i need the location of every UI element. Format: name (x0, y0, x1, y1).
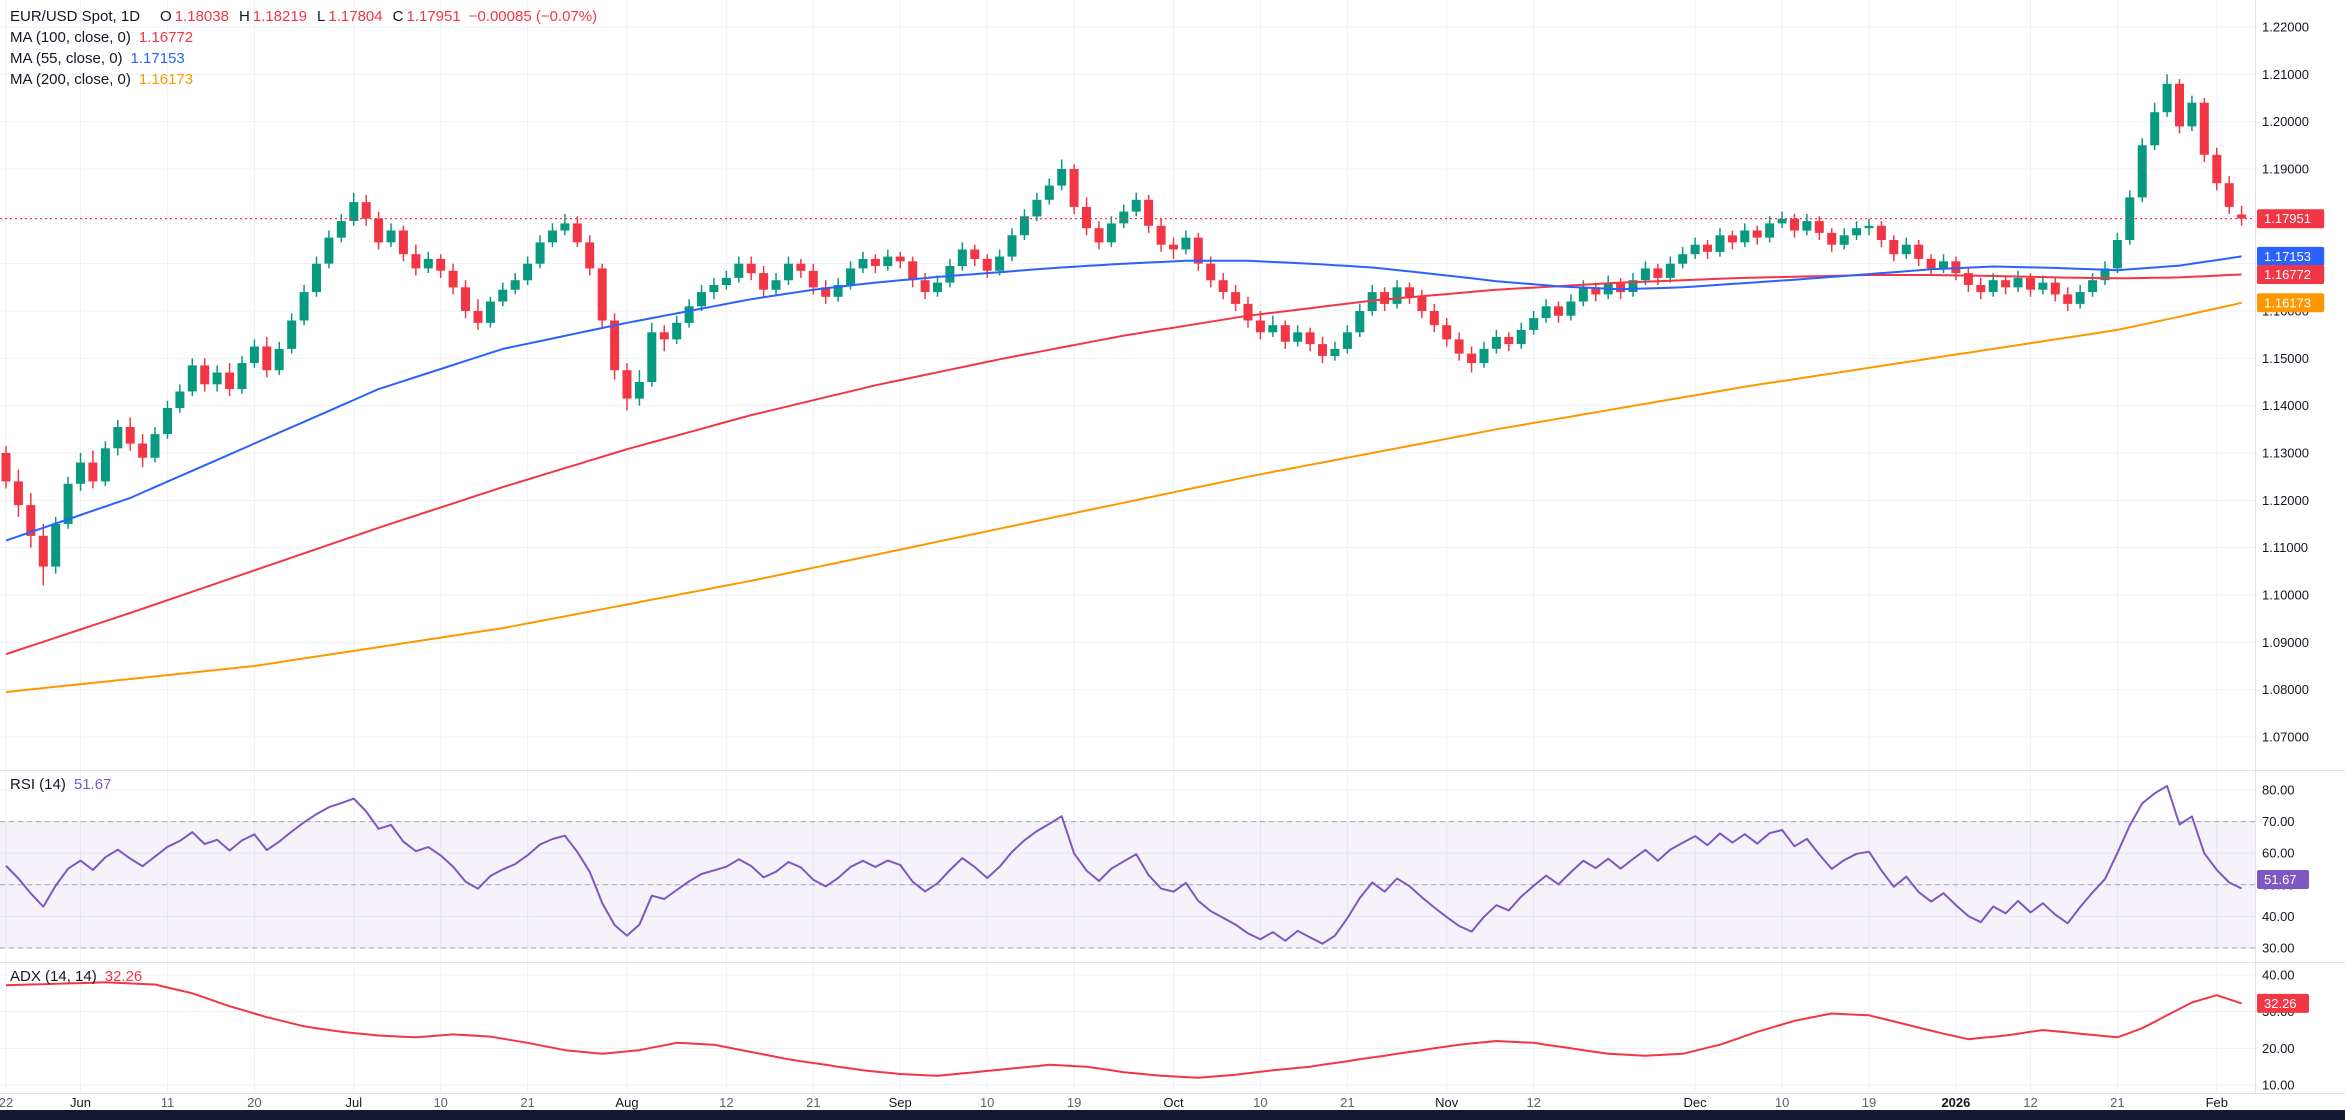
adx-legend-row[interactable]: ADX (14, 14) 32.26 (10, 968, 142, 985)
svg-text:1.22000: 1.22000 (2262, 20, 2309, 35)
svg-text:20: 20 (247, 1095, 261, 1110)
svg-text:30.00: 30.00 (2262, 941, 2295, 956)
rsi-value: 51.67 (73, 776, 112, 793)
svg-text:Dec: Dec (1684, 1095, 1708, 1110)
ma200-legend-row[interactable]: MA (200, close, 0) 1.16173 (10, 69, 597, 90)
axis-badges: 1.17951 1.17153 1.16772 1.16173 51.67 32.26 (2257, 209, 2325, 1013)
gridlines (0, 0, 2255, 1093)
svg-text:1.16772: 1.16772 (2264, 267, 2311, 282)
time-axis[interactable] (0, 1093, 2345, 1110)
svg-text:10: 10 (1253, 1095, 1267, 1110)
svg-text:Jul: Jul (345, 1095, 362, 1110)
svg-text:19: 19 (1067, 1095, 1081, 1110)
svg-text:10: 10 (980, 1095, 994, 1110)
rsi-legend-row[interactable]: RSI (14) 51.67 (10, 776, 111, 793)
svg-text:51.67: 51.67 (2264, 872, 2297, 887)
svg-text:1.07000: 1.07000 (2262, 730, 2309, 745)
svg-text:19: 19 (1862, 1095, 1876, 1110)
ohlc-close-value: 1.17951 (406, 8, 461, 25)
ohlc-open-value: 1.18038 (174, 8, 229, 25)
ma200-value: 1.16173 (138, 71, 194, 88)
svg-text:1.09000: 1.09000 (2262, 635, 2309, 650)
ohlc-close-key: C (392, 8, 404, 25)
svg-text:1.17951: 1.17951 (2264, 211, 2311, 226)
svg-text:1.19000: 1.19000 (2262, 162, 2309, 177)
price-axis-labels: 1.07000 1.08000 1.09000 1.10000 1.11000 1.120… (2262, 20, 2309, 745)
ohlc-low-value: 1.17804 (328, 8, 383, 25)
svg-text:1.17153: 1.17153 (2264, 249, 2311, 264)
svg-text:1.13000: 1.13000 (2262, 446, 2309, 461)
svg-text:1.11000: 1.11000 (2262, 540, 2308, 555)
ma100-label: MA (100, close, 0) (10, 29, 131, 46)
svg-text:Jun: Jun (70, 1095, 91, 1110)
svg-text:21: 21 (806, 1095, 820, 1110)
svg-text:10: 10 (1775, 1095, 1789, 1110)
svg-text:40.00: 40.00 (2262, 968, 2295, 983)
change-value: −0.00085 (−0.07%) (468, 8, 598, 25)
adx-label: ADX (14, 14) (10, 968, 97, 985)
adx-pane (5, 981, 2242, 1079)
adx-value: 32.26 (104, 968, 143, 985)
ohlc-low-key: L (317, 8, 326, 25)
svg-text:1.21000: 1.21000 (2262, 67, 2309, 82)
svg-text:60.00: 60.00 (2262, 846, 2295, 861)
svg-text:1.20000: 1.20000 (2262, 114, 2309, 129)
ma55-label: MA (55, close, 0) (10, 50, 123, 67)
bottom-bar (0, 1110, 2345, 1120)
ma55-legend-row[interactable]: MA (55, close, 0) 1.17153 (10, 48, 597, 69)
candles (1, 74, 2247, 586)
rsi-pane (0, 785, 2255, 949)
svg-text:10.00: 10.00 (2262, 1078, 2295, 1093)
svg-text:70.00: 70.00 (2262, 814, 2295, 829)
svg-text:21: 21 (520, 1095, 534, 1110)
ma100-value: 1.16772 (138, 29, 194, 46)
symbol-legend-row[interactable]: EUR/USD Spot, 1D O 1.18038 H 1.18219 L 1… (10, 6, 597, 27)
svg-text:21: 21 (1340, 1095, 1354, 1110)
svg-text:12: 12 (1526, 1095, 1540, 1110)
svg-text:20.00: 20.00 (2262, 1041, 2295, 1056)
ohlc-high-value: 1.18219 (252, 8, 308, 25)
svg-text:12: 12 (719, 1095, 733, 1110)
svg-text:80.00: 80.00 (2262, 783, 2295, 798)
svg-text:22: 22 (0, 1095, 13, 1110)
ma55-value: 1.17153 (130, 50, 185, 67)
svg-text:Nov: Nov (1435, 1095, 1459, 1110)
symbol-title: EUR/USD Spot, 1D (10, 8, 141, 25)
moving-averages (5, 255, 2242, 693)
svg-text:11: 11 (161, 1095, 175, 1110)
svg-text:32.26: 32.26 (2264, 996, 2297, 1011)
svg-text:Aug: Aug (615, 1095, 638, 1110)
svg-text:1.14000: 1.14000 (2262, 398, 2309, 413)
svg-text:Sep: Sep (889, 1095, 912, 1110)
svg-text:1.12000: 1.12000 (2262, 493, 2309, 508)
rsi-label: RSI (14) (10, 776, 66, 793)
svg-text:1.15000: 1.15000 (2262, 351, 2309, 366)
ohlc-high-key: H (238, 8, 250, 25)
price-axis[interactable] (2255, 0, 2345, 1093)
svg-text:Feb: Feb (2206, 1095, 2228, 1110)
svg-text:40.00: 40.00 (2262, 909, 2295, 924)
svg-text:1.16173: 1.16173 (2264, 295, 2311, 310)
svg-text:2026: 2026 (1941, 1095, 1970, 1110)
svg-text:1.08000: 1.08000 (2262, 682, 2309, 697)
svg-text:Oct: Oct (1163, 1095, 1184, 1110)
ohlc-open-key: O (160, 8, 172, 25)
svg-text:12: 12 (2023, 1095, 2037, 1110)
svg-text:1.10000: 1.10000 (2262, 588, 2309, 603)
time-axis-labels: 22 Jun 11 20 Jul 10 21 Aug 12 21 Sep 10 19 Oct 10 21 Nov… (0, 1095, 2228, 1110)
legend: EUR/USD Spot, 1D O 1.18038 H 1.18219 L 1… (10, 6, 597, 90)
svg-text:10: 10 (433, 1095, 447, 1110)
svg-text:21: 21 (2110, 1095, 2124, 1110)
ma200-label: MA (200, close, 0) (10, 71, 131, 88)
separators (0, 0, 2345, 1094)
ma100-legend-row[interactable]: MA (100, close, 0) 1.16772 (10, 27, 597, 48)
